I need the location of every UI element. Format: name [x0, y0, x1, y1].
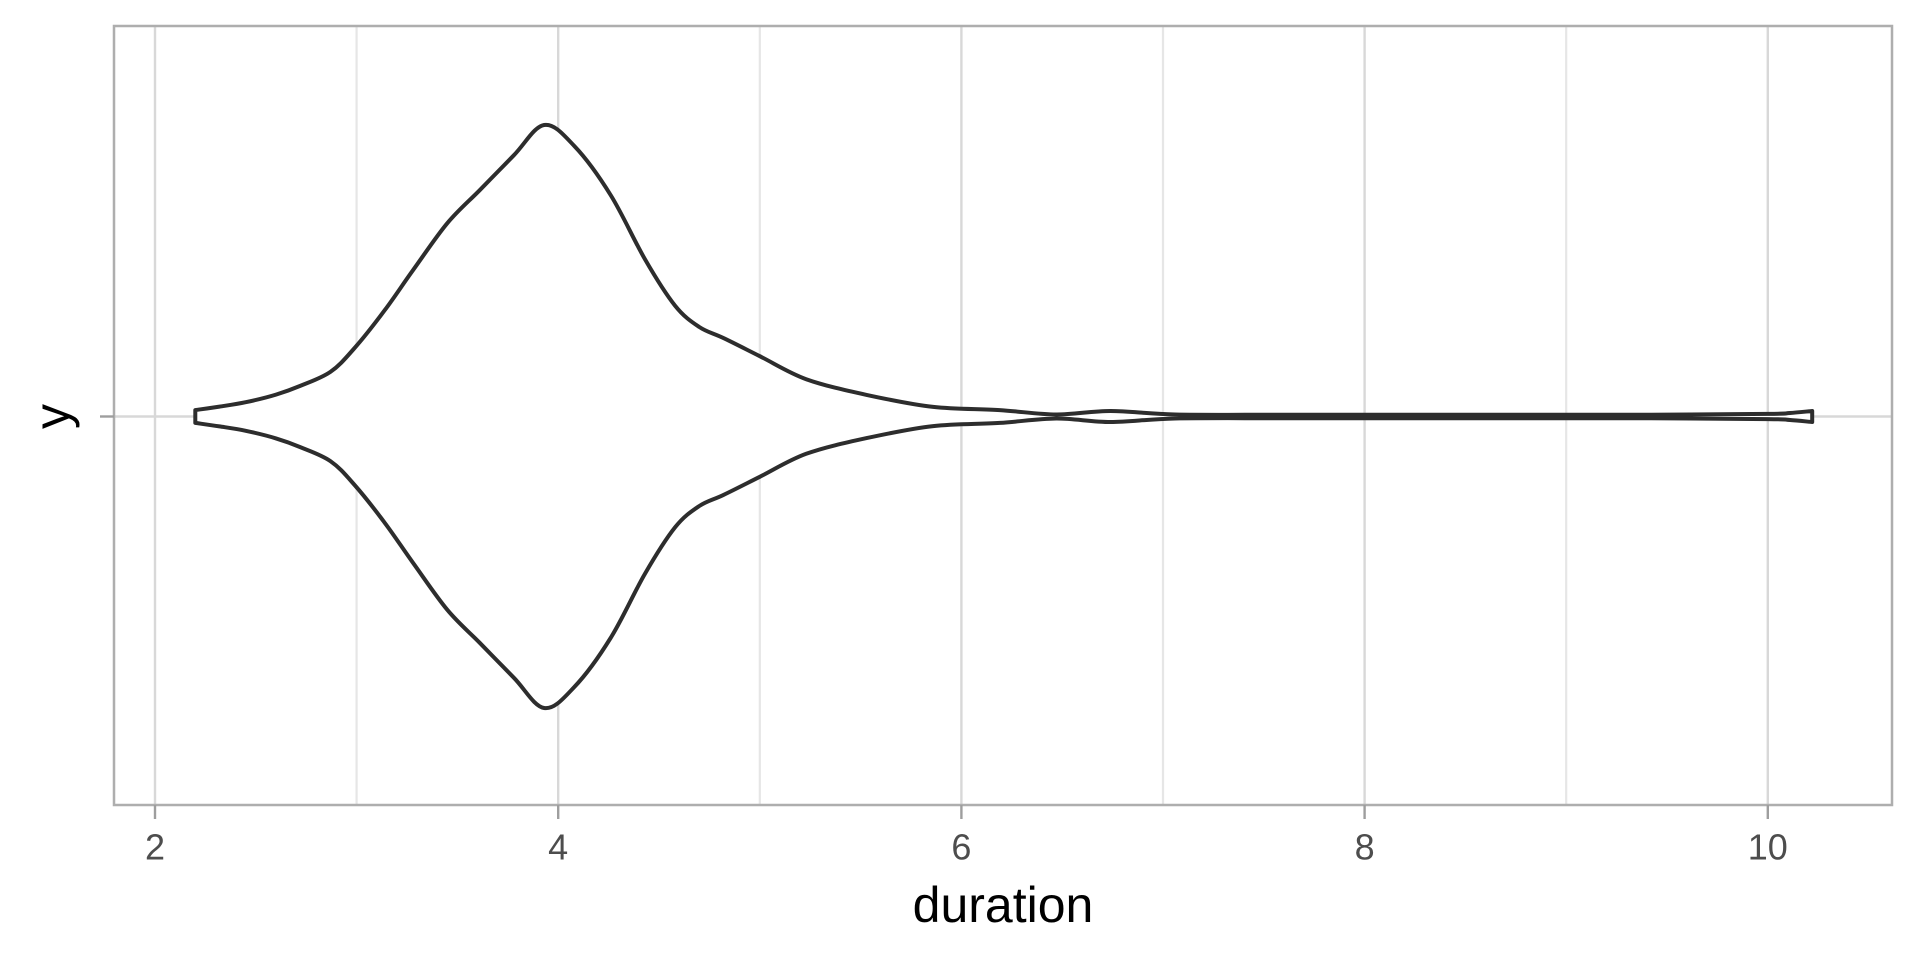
x-axis-title: duration: [913, 877, 1094, 933]
x-tick-label: 2: [145, 827, 165, 868]
y-axis-title: y: [24, 404, 80, 429]
x-tick-label: 6: [951, 827, 971, 868]
x-tick-label: 4: [548, 827, 568, 868]
axis-ticks-layer: [100, 415, 1770, 819]
x-tick-label: 8: [1355, 827, 1375, 868]
violin-layer: [193, 122, 1815, 711]
axis-tick-labels-layer: 2 4 6 8 10: [145, 827, 1788, 868]
violin-shape: [193, 122, 1815, 711]
x-tick-label: 10: [1748, 827, 1788, 868]
